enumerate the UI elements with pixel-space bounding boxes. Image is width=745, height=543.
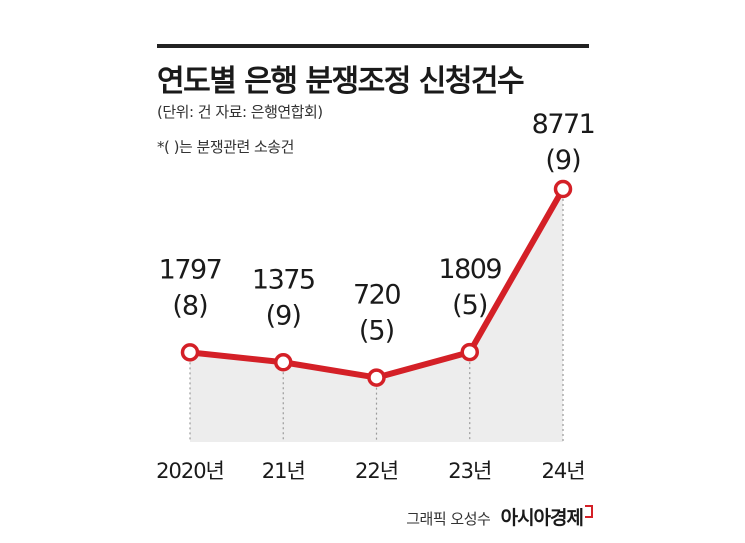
value-label-0: 1797 bbox=[159, 254, 222, 285]
chart-subtitle: (단위: 건 자료: 은행연합회) bbox=[157, 103, 323, 121]
lawsuit-label-1: (9) bbox=[266, 300, 301, 331]
value-label-4: 8771 bbox=[532, 109, 595, 140]
x-tick-label-0: 2020년 bbox=[156, 459, 224, 483]
lawsuit-label-3: (5) bbox=[452, 290, 487, 321]
value-label-2: 720 bbox=[353, 280, 400, 311]
x-tick-label-1: 21년 bbox=[262, 459, 305, 483]
lawsuit-label-2: (5) bbox=[359, 316, 394, 347]
data-point-3 bbox=[460, 342, 479, 362]
x-tick-label-4: 24년 bbox=[541, 459, 584, 483]
value-label-3: 1809 bbox=[438, 254, 501, 285]
brand-logo-text: 아시아경제 bbox=[500, 507, 584, 529]
top-rule bbox=[157, 44, 589, 48]
x-tick-label-2: 22년 bbox=[355, 459, 398, 483]
credit-byline: 그래픽 오성수 bbox=[406, 510, 491, 528]
brand-mark-icon bbox=[585, 505, 593, 518]
chart-title: 연도별 은행 분쟁조정 신청건수 bbox=[157, 64, 525, 99]
data-point-4 bbox=[553, 179, 573, 199]
lawsuit-label-4: (9) bbox=[545, 145, 580, 176]
lawsuit-label-0: (8) bbox=[172, 290, 207, 321]
credit: 그래픽 오성수 아시아경제 bbox=[406, 503, 593, 530]
data-point-1 bbox=[274, 353, 293, 372]
x-tick-label-3: 23년 bbox=[448, 459, 491, 483]
data-point-0 bbox=[180, 343, 200, 362]
chart-note: *( )는 분쟁관련 소송건 bbox=[157, 138, 294, 156]
value-label-1: 1375 bbox=[252, 264, 315, 295]
data-point-2 bbox=[367, 368, 386, 387]
